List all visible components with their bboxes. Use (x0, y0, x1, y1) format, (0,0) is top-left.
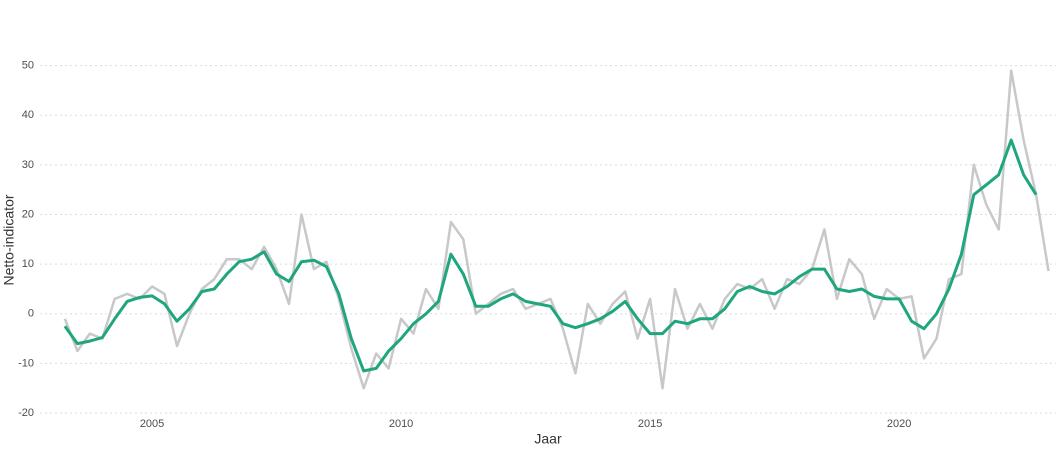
y-tick-label: 50 (22, 60, 34, 72)
y-tick-label: 30 (22, 159, 34, 171)
y-axis-title: Netto-indicator (1, 194, 17, 285)
x-tick-label: 2020 (887, 418, 911, 430)
y-tick-label: 40 (22, 109, 34, 121)
y-tick-label: 10 (22, 258, 34, 270)
x-axis-title: Jaar (534, 431, 562, 447)
data-line (63, 138, 1038, 373)
y-tick-label: -20 (18, 407, 34, 419)
x-tick-label: 2005 (140, 418, 164, 430)
data-line (63, 69, 1050, 390)
x-tick-label: 2015 (638, 418, 662, 430)
y-tick-label: 0 (28, 308, 34, 320)
x-tick-label: 2010 (389, 418, 413, 430)
y-tick-label: -10 (18, 357, 34, 369)
y-tick-label: 20 (22, 208, 34, 220)
